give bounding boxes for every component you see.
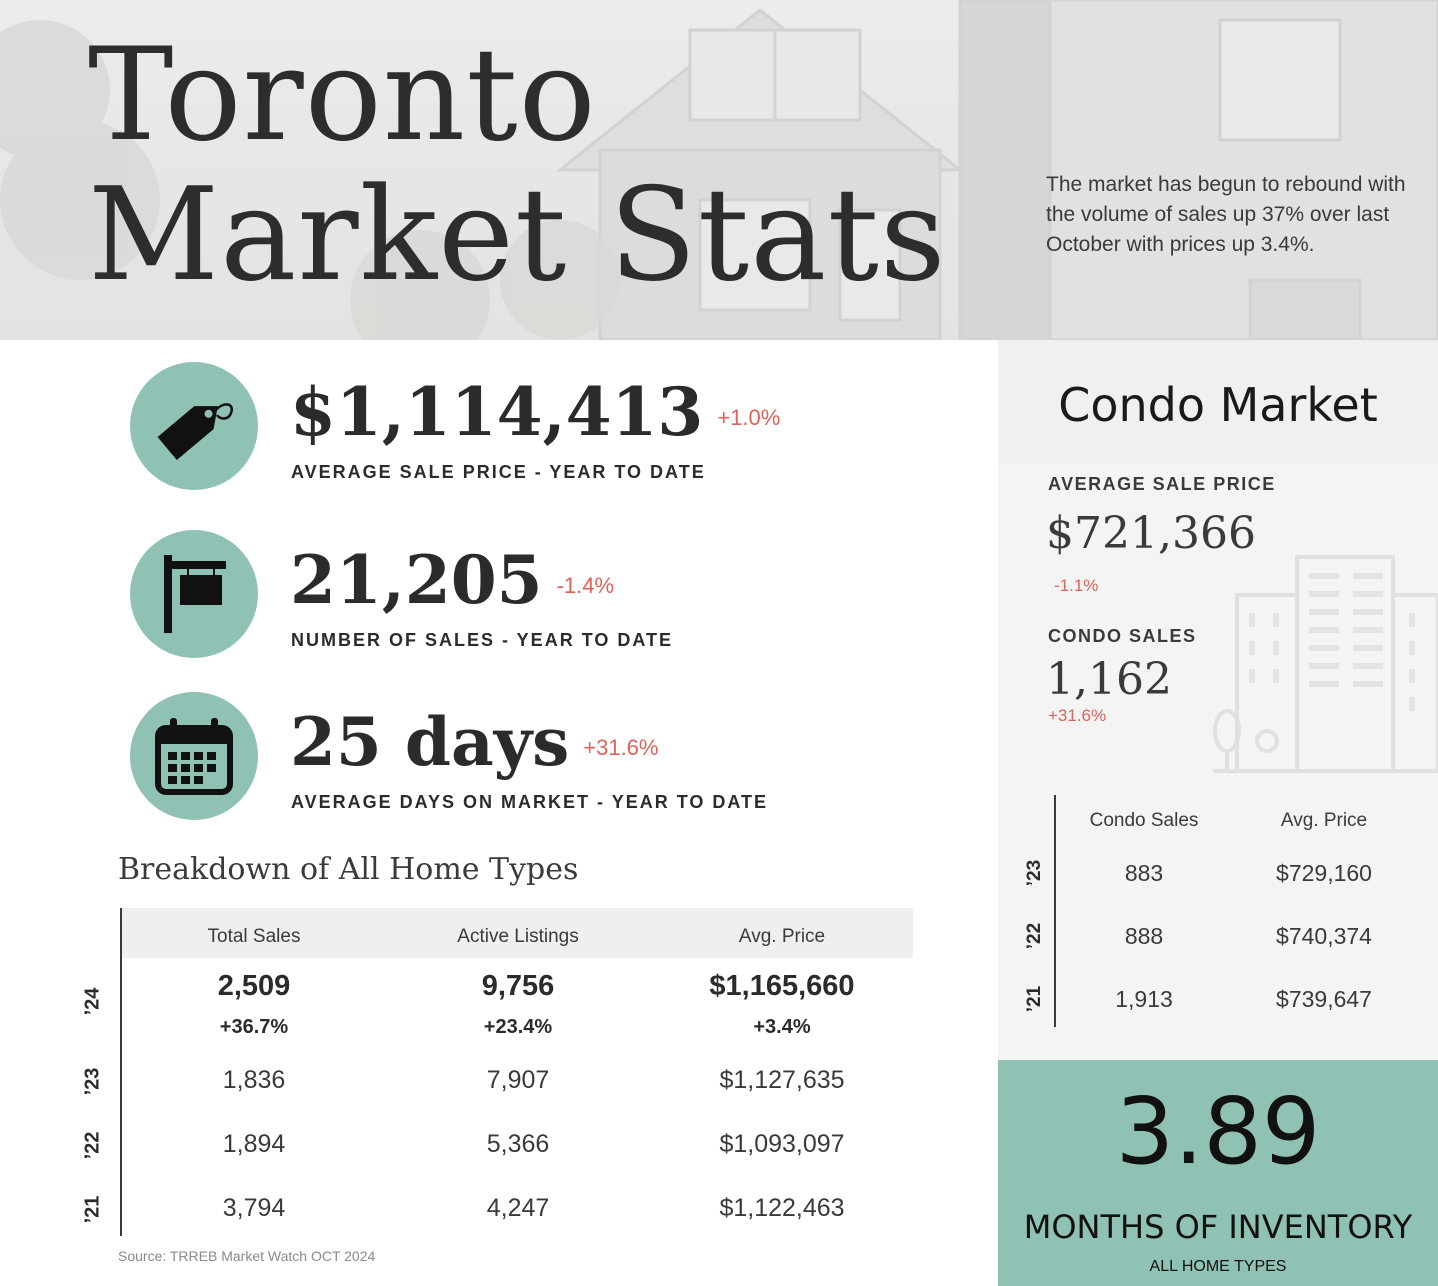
table-divider-line (120, 908, 122, 1236)
condo-table-divider (1054, 795, 1056, 1027)
cell-condo-sales: 888 (1124, 923, 1164, 949)
condo-header-sales: Condo Sales (1089, 810, 1199, 831)
cell-active-listings: 9,756 (481, 970, 555, 1002)
cell-active-listings: 4,247 (486, 1194, 550, 1222)
breakdown-title: Breakdown of All Home Types (118, 852, 579, 887)
intro-text: The market has begun to rebound with the… (1046, 173, 1406, 256)
condo-header-avg-price: Avg. Price (1280, 810, 1368, 831)
stat-value: $1,114,413 +1.0% (290, 372, 780, 458)
cell-avg-price: $1,093,097 (719, 1130, 845, 1158)
condo-sales-value: 1,162 (1046, 654, 1172, 705)
stat-value: 25 days +31.6% (290, 702, 658, 788)
inventory-label: MONTHS OF INVENTORY (1023, 1208, 1413, 1246)
stat-change: +1.0% (717, 405, 781, 430)
inventory-value: 3.89 (1115, 1078, 1321, 1185)
for-sale-sign-icon (164, 555, 226, 633)
cell-avg-price: $1,127,635 (719, 1066, 845, 1094)
source-note: Source: TRREB Market Watch OCT 2024 (118, 1248, 376, 1264)
cell-total-sales: 2,509 (217, 970, 291, 1002)
table-row: ’22 1,894 5,366 $1,093,097 (82, 1130, 913, 1170)
house-background-image (0, 0, 1438, 340)
inventory-sublabel: ALL HOME TYPES (1149, 1258, 1287, 1275)
stat-icon-circle (130, 530, 258, 658)
cell-active-listings: 5,366 (486, 1130, 550, 1158)
cell-condo-avg-price: $740,374 (1276, 923, 1372, 949)
stat-label: AVERAGE DAYS ON MARKET - YEAR TO DATE (291, 792, 769, 812)
condo-avg-price-label: AVERAGE SALE PRICE (1048, 474, 1276, 494)
cell-total-sales: 1,894 (222, 1130, 286, 1158)
year-label: ’21 (1024, 985, 1045, 1013)
table-row: ’23 883 $729,160 (998, 854, 1438, 894)
title-line-2: Market Stats (88, 161, 947, 310)
header-avg-price: Avg. Price (738, 926, 826, 947)
stat-value-text: $1,114,413 (290, 373, 704, 451)
condo-header: Condo Market (998, 340, 1438, 464)
table-row: ’22 888 $740,374 (998, 917, 1438, 957)
cell-total-sales: 1,836 (222, 1066, 286, 1094)
stat-value-text: 25 days (290, 703, 570, 781)
year-label: ’23 (81, 1067, 104, 1096)
condo-sales-change: +31.6% (1048, 706, 1107, 725)
cell-total-sales-change: +36.7% (219, 1016, 289, 1038)
header-total-sales: Total Sales (207, 926, 301, 947)
cell-condo-avg-price: $729,160 (1276, 860, 1372, 886)
table-row: ’21 1,913 $739,647 (998, 980, 1438, 1020)
cell-condo-sales: 1,913 (1115, 986, 1173, 1012)
condo-avg-price-value: $721,366 (1046, 508, 1256, 559)
condo-market-panel: Condo Market AVERAGE SALE PRICE (998, 340, 1438, 1060)
page-title: Toronto Market Stats (88, 26, 947, 306)
stat-number-of-sales: 21,205 -1.4% NUMBER OF SALES - YEAR TO DA… (130, 530, 950, 660)
year-label: ’21 (81, 1195, 104, 1224)
price-tag-icon (157, 403, 234, 460)
stat-change: -1.4% (556, 573, 615, 598)
table-row: ’21 3,794 4,247 $1,122,463 (82, 1194, 913, 1234)
year-label: ’22 (1024, 922, 1045, 950)
calendar-icon (155, 718, 233, 795)
hero-banner: Toronto Market Stats The market has begu… (0, 0, 1438, 340)
stat-icon-circle (130, 362, 258, 490)
condo-title: Condo Market (1058, 378, 1378, 432)
cell-condo-avg-price: $739,647 (1276, 986, 1372, 1012)
stat-icon-circle (130, 692, 258, 820)
stat-average-days-on-market: 25 days +31.6% AVERAGE DAYS ON MARKET - Y… (130, 692, 950, 822)
year-label: ’24 (81, 987, 104, 1016)
stat-label: NUMBER OF SALES - YEAR TO DATE (291, 630, 674, 650)
stat-average-sale-price: $1,114,413 +1.0% AVERAGE SALE PRICE - YEA… (130, 362, 950, 492)
building-illustration (1213, 555, 1438, 773)
table-row: ’24 2,509 9,756 $1,165,660 +36.7% +23.4%… (82, 970, 913, 1050)
stat-value: 21,205 -1.4% (290, 540, 614, 626)
year-label: ’22 (81, 1131, 104, 1160)
stat-label: AVERAGE SALE PRICE - YEAR TO DATE (291, 462, 706, 482)
title-line-1: Toronto (88, 21, 597, 170)
cell-avg-price: $1,122,463 (719, 1194, 845, 1222)
table-row: ’23 1,836 7,907 $1,127,635 (82, 1066, 913, 1106)
cell-active-listings: 7,907 (486, 1066, 550, 1094)
header-active-listings: Active Listings (457, 926, 579, 947)
cell-avg-price: $1,165,660 (709, 970, 855, 1002)
breakdown-table-header: Total Sales Active Listings Avg. Price (122, 908, 913, 958)
stat-change: +31.6% (583, 735, 659, 760)
cell-condo-sales: 883 (1124, 860, 1164, 886)
cell-active-listings-change: +23.4% (483, 1016, 553, 1038)
condo-avg-price-change: -1.1% (1054, 576, 1099, 595)
cell-avg-price-change: +3.4% (753, 1016, 811, 1038)
year-label: ’23 (1024, 859, 1045, 887)
months-of-inventory-box: 3.89 MONTHS OF INVENTORY ALL HOME TYPES (998, 1060, 1438, 1286)
condo-sales-label: CONDO SALES (1048, 626, 1197, 646)
stat-value-text: 21,205 (290, 541, 543, 619)
cell-total-sales: 3,794 (222, 1194, 286, 1222)
